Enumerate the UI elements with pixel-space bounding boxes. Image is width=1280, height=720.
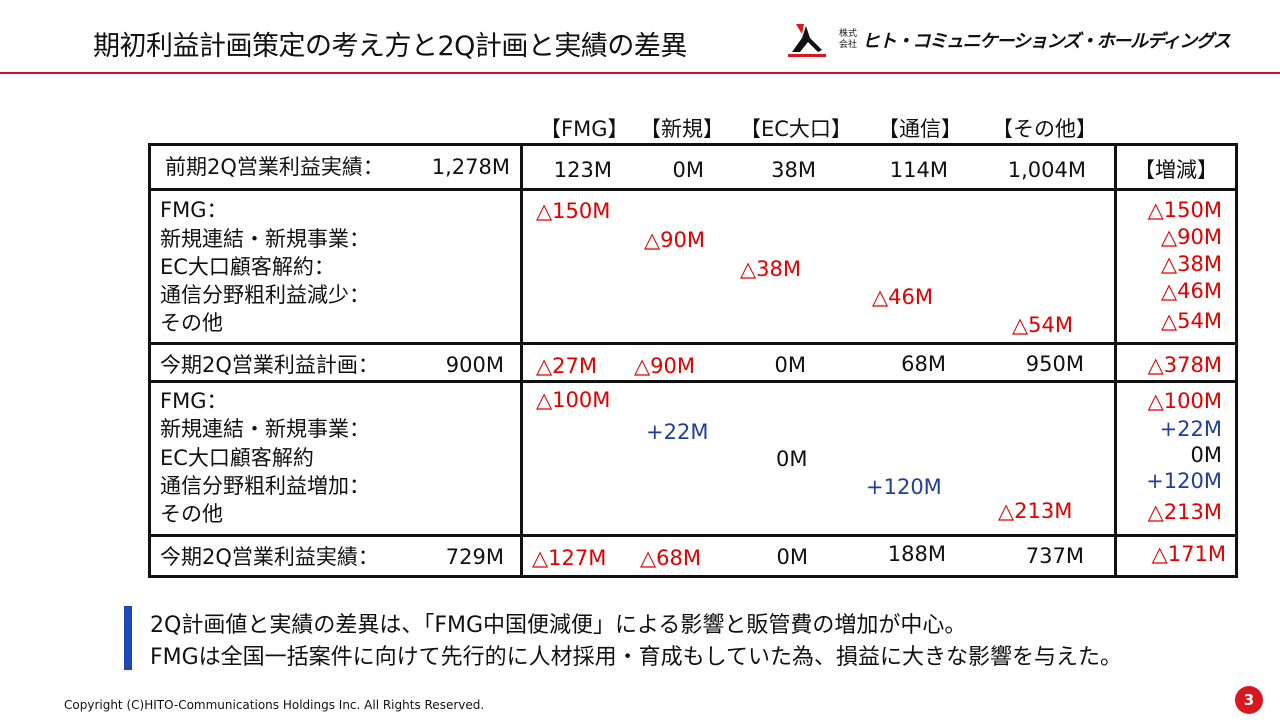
row-label: 前期2Q営業利益実績：	[165, 155, 384, 179]
value-telecom: 68M	[901, 352, 946, 376]
grid-line-bottom	[148, 575, 1238, 578]
factor-value-ec: 0M	[776, 447, 808, 471]
grid-line-1	[148, 188, 1238, 191]
factor-label: 通信分野粗利益増加：	[160, 474, 370, 498]
column-header-telecom: 【通信】	[878, 117, 962, 141]
row-total: 729M	[445, 545, 504, 569]
column-header-new: 【新規】	[640, 117, 724, 141]
factor-value-new: △90M	[644, 228, 705, 252]
value-other: 737M	[1025, 544, 1084, 568]
row-label: 今期2Q営業利益実績：	[160, 545, 379, 569]
grid-line-4	[148, 534, 1238, 537]
row-diff: △378M	[1147, 353, 1222, 377]
note-line-1: 2Q計画値と実績の差異は、「FMG中国便減便」による影響と販管費の増加が中心。	[150, 613, 967, 638]
value-new: △68M	[640, 546, 701, 570]
value-fmg: 123M	[553, 158, 612, 182]
note-accent-bar	[124, 606, 132, 670]
grid-line-2	[148, 342, 1238, 345]
copyright: Copyright (C)HITO-Communications Holding…	[64, 698, 485, 712]
page-title: 期初利益計画策定の考え方と2Q計画と実績の差異	[93, 31, 687, 62]
factor-label: 新規連結・新規事業：	[160, 417, 370, 441]
value-fmg: △127M	[532, 546, 607, 570]
factor-label: EC大口顧客解約	[160, 446, 314, 470]
factor-label: その他	[160, 311, 223, 335]
header-divider	[0, 72, 1280, 74]
factor-value-telecom: △46M	[872, 285, 933, 309]
grid-line-diff-split	[1114, 143, 1117, 578]
factor-label: FMG：	[160, 198, 228, 222]
factor-value-other: △54M	[1012, 313, 1073, 337]
grid-line-right	[1235, 143, 1238, 578]
factor-diff: △213M	[1147, 500, 1222, 524]
factor-value-ec: △38M	[740, 257, 801, 281]
grid-line-left	[148, 143, 151, 578]
factor-value-fmg: △150M	[536, 199, 611, 223]
factor-diff: +22M	[1159, 417, 1222, 441]
factor-value-other: △213M	[998, 499, 1073, 523]
grid-line-top	[148, 143, 1238, 146]
value-other: 950M	[1025, 352, 1084, 376]
column-header-ec: 【EC大口】	[740, 117, 852, 141]
factor-diff: +120M	[1146, 469, 1222, 493]
value-other: 1,004M	[1007, 158, 1086, 182]
factor-diff: △46M	[1161, 279, 1222, 303]
factor-label: EC大口顧客解約：	[160, 255, 335, 279]
factor-diff: △150M	[1147, 198, 1222, 222]
row-diff: △171M	[1151, 542, 1226, 566]
row-total: 1,278M	[431, 155, 510, 179]
factor-value-telecom: +120M	[866, 475, 942, 499]
row-label: 今期2Q営業利益計画：	[160, 353, 379, 377]
value-new: 0M	[672, 158, 704, 182]
factor-diff: △90M	[1161, 225, 1222, 249]
row-total: 900M	[445, 353, 504, 377]
grid-line-3	[148, 380, 1238, 383]
value-ec: 38M	[771, 158, 816, 182]
factor-label: その他	[160, 502, 223, 526]
note-line-2: FMGは全国一括案件に向けて先行的に人材採用・育成もしていた為、損益に大きな影響…	[150, 645, 1123, 670]
value-ec: 0M	[774, 353, 806, 377]
value-telecom: 114M	[889, 158, 948, 182]
value-fmg: △27M	[536, 354, 597, 378]
factor-diff: 0M	[1190, 443, 1222, 467]
factor-label: 通信分野粗利益減少：	[160, 283, 370, 307]
value-ec: 0M	[776, 545, 808, 569]
factor-diff: △54M	[1161, 309, 1222, 333]
value-telecom: 188M	[887, 542, 946, 566]
company-logo-icon	[782, 20, 832, 62]
logo-kabushiki-kaisha: 株式会社	[838, 29, 857, 50]
factor-value-fmg: △100M	[536, 388, 611, 412]
factor-label: FMG：	[160, 389, 228, 413]
value-new: △90M	[634, 354, 695, 378]
factor-label: 新規連結・新規事業：	[160, 227, 370, 251]
diff-header: 【増減】	[1134, 158, 1218, 182]
column-header-other: 【その他】	[992, 117, 1097, 141]
factor-value-new: +22M	[646, 420, 709, 444]
column-header-fmg: 【FMG】	[540, 117, 629, 141]
factor-diff: △38M	[1161, 252, 1222, 276]
grid-line-label-split	[520, 143, 523, 578]
page-number-badge: 3	[1235, 686, 1263, 714]
company-name: ヒト・コミュニケーションズ・ホールディングス	[862, 31, 1231, 52]
factor-diff: △100M	[1147, 389, 1222, 413]
